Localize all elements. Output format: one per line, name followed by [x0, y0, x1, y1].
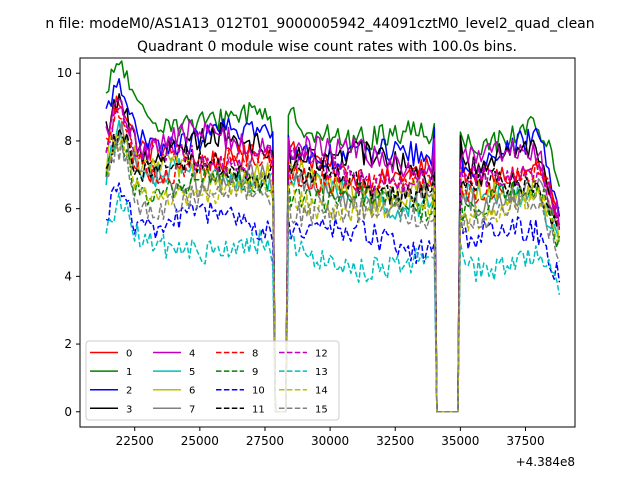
figure-suptitle: n file: modeM0/AS1A13_012T01_9000005942_… [45, 16, 594, 32]
x-tick-label: 37500 [506, 434, 544, 448]
legend-label-15: 15 [315, 404, 328, 415]
x-tick-label: 30000 [311, 434, 349, 448]
legend-label-12: 12 [315, 349, 328, 360]
chart-title: Quadrant 0 module wise count rates with … [137, 39, 517, 55]
series-line-13 [105, 192, 561, 413]
plot-lines [105, 60, 561, 413]
y-axis: 0 2 4 6 8 10 [57, 66, 80, 419]
y-tick-label: 4 [64, 269, 72, 283]
legend-label-1: 1 [126, 367, 132, 378]
legend-label-11: 11 [252, 404, 265, 415]
plot-frame [79, 57, 576, 428]
legend-label-14: 14 [315, 386, 328, 397]
legend-label-3: 3 [126, 404, 132, 415]
x-offset-text: +4.384e8 [516, 455, 575, 469]
x-tick-label: 35000 [441, 434, 479, 448]
legend-label-4: 4 [189, 349, 195, 360]
y-tick-label: 8 [64, 134, 72, 148]
legend-label-8: 8 [252, 349, 258, 360]
series-line-5 [105, 119, 561, 413]
x-tick-label: 27500 [246, 434, 284, 448]
y-tick-label: 2 [64, 337, 72, 351]
legend-label-2: 2 [126, 386, 132, 397]
legend-label-13: 13 [315, 367, 328, 378]
series-line-4 [105, 98, 561, 413]
series-line-12 [105, 106, 561, 413]
y-tick-label: 0 [64, 405, 72, 419]
series-line-14 [105, 136, 560, 413]
y-tick-label: 6 [64, 202, 72, 216]
x-tick-label: 22500 [116, 434, 154, 448]
legend-label-5: 5 [189, 367, 195, 378]
series-line-15 [105, 139, 561, 413]
x-tick-label: 32500 [376, 434, 414, 448]
legend-label-0: 0 [126, 349, 132, 360]
legend-label-6: 6 [189, 386, 195, 397]
legend-label-10: 10 [252, 386, 265, 397]
x-axis: 22500 25000 27500 30000 32500 35000 37500 [116, 427, 545, 448]
y-tick-label: 10 [57, 66, 72, 80]
legend-box [85, 340, 340, 421]
legend-label-7: 7 [189, 404, 195, 415]
legend-label-9: 9 [252, 367, 258, 378]
x-tick-label: 25000 [181, 434, 219, 448]
